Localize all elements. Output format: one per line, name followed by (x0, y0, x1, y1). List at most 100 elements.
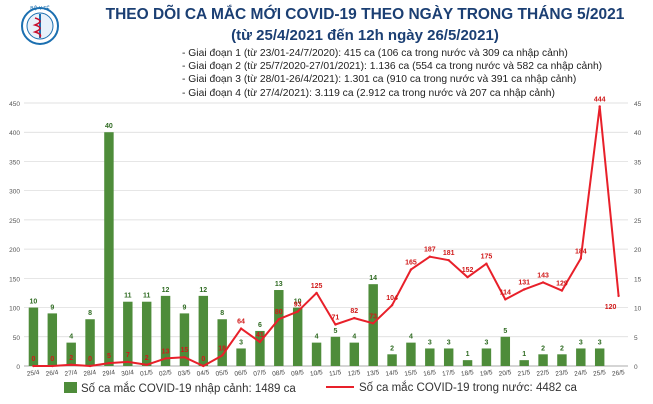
line-point (164, 357, 167, 360)
bar (443, 348, 454, 366)
bar-data-label: 5 (333, 328, 337, 335)
bar-data-label: 3 (484, 339, 488, 346)
legend-item-imported: Số ca mắc COVID-19 nhập cảnh: 1489 ca (64, 382, 296, 395)
line-point (107, 361, 111, 365)
bar-data-label: 1 (466, 351, 470, 358)
bar (274, 290, 284, 366)
line-data-label: 184 (575, 248, 587, 255)
bar-data-label: 3 (579, 339, 583, 346)
bar (330, 336, 341, 366)
legend-line-label: Số ca mắc COVID-19 trong nước: 4482 ca (359, 382, 577, 394)
bar-data-label: 2 (560, 345, 564, 352)
bar (85, 319, 95, 366)
phase-item: - Giai đoạn 1 (từ 23/01-24/7/2020): 415 … (182, 48, 568, 59)
right-axis-tick-label: 20 (634, 247, 642, 254)
x-category-label: 09/5 (291, 369, 305, 378)
line-data-label: 131 (518, 279, 530, 286)
left-axis-tick-label: 350 (9, 159, 20, 166)
line-data-label: 41 (256, 332, 264, 339)
left-axis-tick-label: 450 (9, 101, 20, 108)
x-category-label: 11/5 (329, 369, 342, 378)
bar-data-label: 11 (143, 293, 151, 300)
line-data-label: 129 (556, 281, 568, 288)
line-data-label: 73 (369, 313, 377, 320)
bar-data-label: 9 (50, 304, 54, 311)
bar (425, 348, 435, 366)
line-point (522, 288, 526, 291)
x-category-label: 25/5 (593, 369, 607, 378)
line-data-label: 2 (145, 355, 149, 362)
bar (519, 360, 529, 366)
right-axis-tick-label: 45 (634, 101, 642, 108)
line-data-label: 0 (31, 356, 35, 363)
legend: Số ca mắc COVID-19 nhập cảnh: 1489 ca Số… (64, 380, 634, 398)
left-axis-tick-label: 400 (9, 130, 20, 137)
x-category-label: 04/5 (196, 369, 210, 378)
bar (104, 132, 114, 366)
x-category-label: 29/4 (102, 369, 116, 378)
right-axis-tick-label: 0 (634, 364, 638, 371)
bar (217, 319, 227, 366)
bar (66, 342, 76, 366)
bar-data-label: 10 (30, 299, 38, 306)
left-axis-tick-label: 300 (9, 189, 20, 196)
line-point (371, 322, 375, 325)
bar (406, 342, 416, 366)
x-category-label: 17/5 (442, 369, 456, 378)
x-category-label: 18/5 (461, 369, 475, 378)
bar (538, 354, 548, 366)
line-point (239, 327, 243, 330)
chart-subtitle: (từ 25/4/2021 đến 12h ngày 26/5/2021) (231, 27, 499, 44)
chart-title: THEO DÕI CA MẮC MỚI COVID-19 THEO NGÀY T… (105, 6, 625, 23)
bar-data-label: 2 (541, 345, 545, 352)
bar-data-label: 3 (428, 339, 432, 346)
x-category-label: 02/5 (159, 369, 173, 378)
x-category-label: 28/4 (83, 369, 97, 378)
bar (292, 307, 303, 366)
bar-data-label: 4 (409, 334, 413, 341)
right-axis-tick-label: 15 (634, 276, 642, 283)
bar (349, 342, 360, 366)
line-point (334, 323, 337, 326)
left-axis-tick-label: 250 (9, 218, 20, 225)
line-point (579, 257, 583, 260)
bar-data-label: 1 (522, 351, 526, 358)
x-category-label: 26/5 (612, 369, 626, 378)
bar (123, 301, 133, 366)
x-category-label: 27/4 (64, 369, 78, 378)
line-point (485, 262, 488, 265)
line-data-label: 152 (462, 267, 474, 274)
phase-item: - Giai đoạn 4 (từ 27/4/2021): 3.119 ca (… (182, 87, 555, 99)
bar (576, 348, 586, 366)
bar-data-label: 12 (162, 287, 170, 294)
line-data-label: 71 (332, 315, 340, 322)
line-point (69, 363, 73, 367)
legend-bar-label: Số ca mắc COVID-19 nhập cảnh: 1489 ca (81, 383, 296, 395)
x-category-label: 16/5 (423, 369, 437, 378)
line-point (296, 310, 299, 313)
x-category-label: 15/5 (404, 369, 418, 378)
bar-data-label: 40 (105, 123, 113, 130)
bar-data-label: 3 (598, 339, 602, 346)
bar (594, 348, 605, 366)
line-data-label: 165 (405, 260, 417, 267)
x-category-label: 26/4 (45, 369, 59, 378)
line-point (353, 316, 356, 320)
legend-bar-swatch (64, 382, 77, 393)
x-category-label: 20/5 (498, 369, 512, 378)
right-axis-tick-label: 35 (634, 159, 642, 166)
right-axis-tick-label: 40 (634, 130, 642, 137)
left-axis-tick-label: 150 (9, 276, 20, 283)
bar-data-label: 8 (88, 310, 92, 317)
line-point (32, 364, 35, 368)
bar (481, 348, 492, 366)
x-category-label: 30/4 (121, 369, 135, 378)
x-category-label: 14/5 (385, 369, 399, 378)
bar-data-label: 5 (503, 328, 507, 335)
line-point (202, 364, 205, 368)
bar (160, 295, 171, 366)
bar (236, 348, 246, 366)
right-axis-tick-label: 10 (634, 306, 642, 313)
line-data-label: 5 (107, 353, 111, 360)
bar-data-label: 12 (199, 287, 207, 294)
